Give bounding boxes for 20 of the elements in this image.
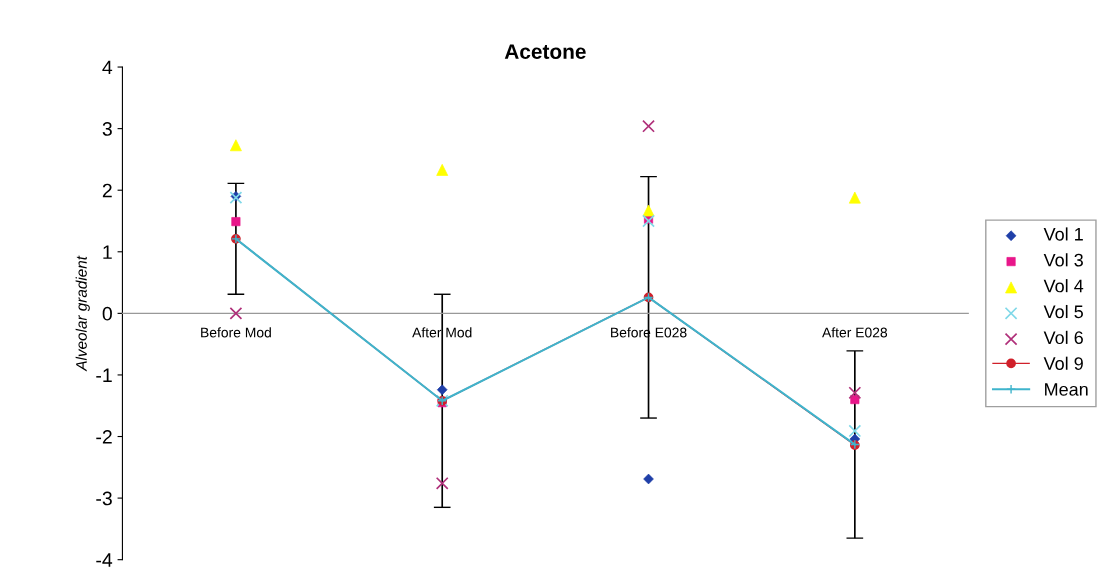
x-tick-label: After E028 [822, 327, 888, 338]
y-tick-label: -4 [96, 553, 113, 567]
y-axis-title: Alveolar gradient [75, 255, 90, 372]
y-tick-label: -3 [96, 491, 112, 506]
y-tick-label: 2 [102, 183, 112, 198]
chart-title: Acetone [504, 44, 586, 59]
y-tick-label: -1 [96, 368, 112, 382]
y-tick-label: 1 [103, 245, 112, 259]
legend-label: Vol 1 [1043, 227, 1083, 241]
x-tick-label: Before Mod [201, 327, 271, 338]
legend-label: Mean [1045, 383, 1088, 396]
y-tick-label: 4 [102, 60, 113, 75]
legend-label: Vol 5 [1043, 304, 1083, 319]
y-tick-label: 0 [102, 306, 112, 321]
y-tick-label: -2 [96, 429, 112, 444]
legend-label: Vol 6 [1043, 330, 1083, 345]
legend-label: Vol 3 [1043, 253, 1083, 267]
legend-label: Vol 9 [1043, 356, 1083, 370]
legend-label: Vol 4 [1043, 279, 1084, 293]
y-tick-label: 3 [102, 122, 112, 136]
